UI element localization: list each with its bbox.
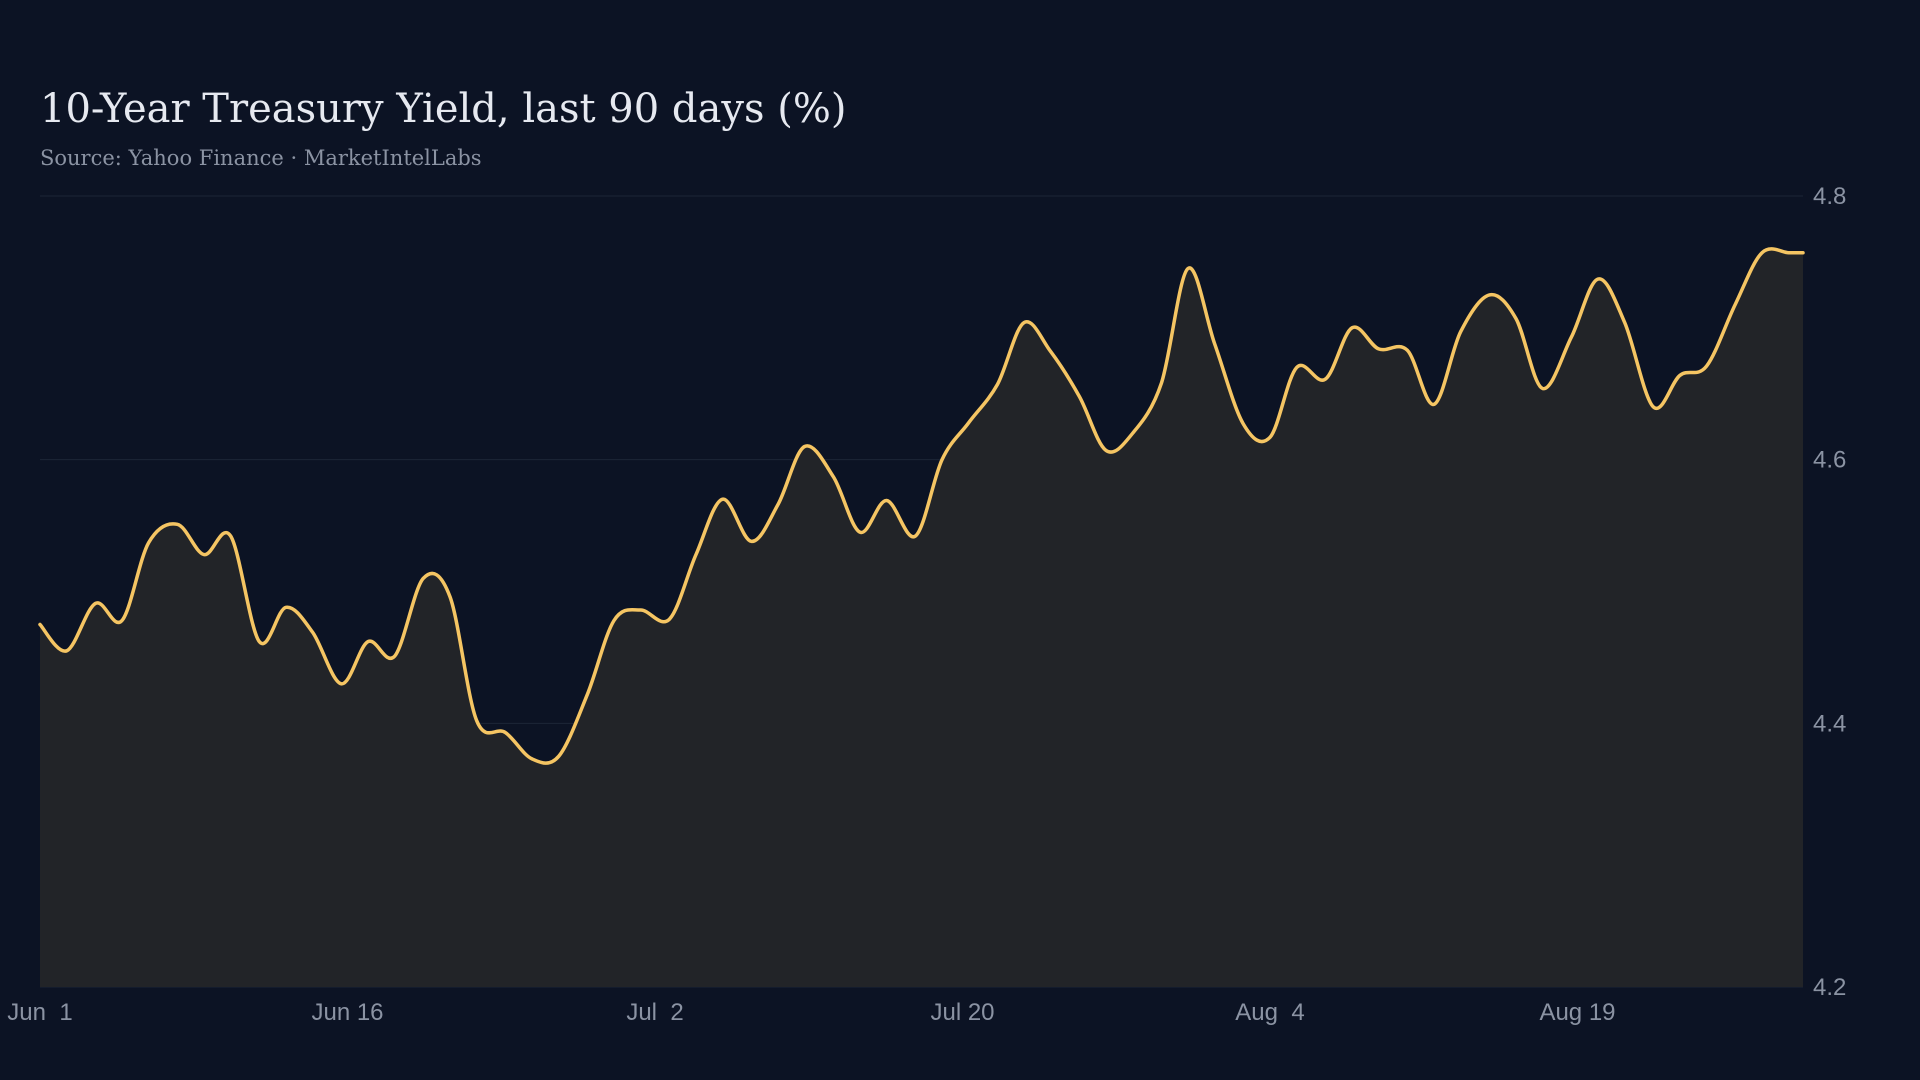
x-tick-label: Jul 2 (626, 999, 683, 1026)
x-tick-label: Aug 4 (1235, 999, 1304, 1026)
x-tick-label: Jun 1 (7, 999, 72, 1026)
chart-subtitle: Source: Yahoo Finance · MarketIntelLabs (40, 146, 482, 170)
y-axis: 4.2 4.4 4.6 4.8 (1813, 183, 1846, 1001)
y-tick-label: 4.2 (1813, 974, 1846, 1001)
series-line (38, 247, 1805, 765)
y-tick-label: 4.4 (1813, 710, 1846, 737)
y-tick-label: 4.8 (1813, 183, 1846, 210)
x-axis: Jun 1 Jun 16 Jul 2 Jul 20 Aug 4 Aug 19 (7, 999, 1615, 1026)
x-tick-label: Jun 16 (311, 999, 383, 1026)
chart-title: 10-Year Treasury Yield, last 90 days (%) (40, 86, 847, 132)
x-tick-label: Aug 19 (1539, 999, 1615, 1026)
y-tick-label: 4.6 (1813, 447, 1846, 474)
x-tick-label: Jul 20 (930, 999, 994, 1026)
series-area (40, 248, 1803, 987)
